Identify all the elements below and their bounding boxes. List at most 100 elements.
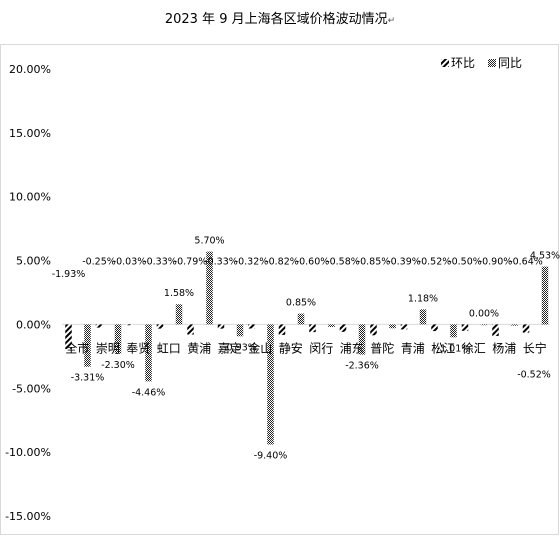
x-category-label: 松江 (431, 341, 455, 355)
data-labels: -1.93% -3.31% -0.25% -2.30% -0.03% -4.46% -0.3… (52, 236, 560, 462)
plot-border (0, 44, 559, 535)
bar-mom (248, 324, 255, 329)
x-category-label: 徐汇 (462, 340, 486, 355)
data-label: -0.85% (357, 256, 391, 267)
x-category-label: 闵行 (309, 340, 333, 355)
bar-mom (278, 324, 286, 335)
data-label: -0.82% (265, 256, 299, 267)
y-axis: 20.00% 15.00% 10.00% 5.00% 0.00% -5.00% -10.00… (5, 63, 550, 523)
bar-mom (339, 324, 347, 332)
data-label: -3.31% (71, 373, 105, 384)
y-tick-label: 5.00% (16, 255, 51, 268)
bar-yoy (84, 324, 91, 367)
y-tick-label: 0.00% (16, 318, 51, 331)
bar-yoy (389, 324, 396, 329)
bar-yoy (358, 324, 366, 355)
bar-yoy (114, 324, 122, 354)
data-label: -4.46% (132, 387, 166, 398)
bar-mom (431, 324, 438, 332)
data-label: -0.60% (296, 256, 330, 267)
y-tick-label: -5.00% (12, 382, 51, 395)
x-category-label: 长宁 (523, 340, 547, 355)
data-label: -0.33% (204, 256, 238, 267)
data-label: -0.39% (387, 256, 421, 267)
data-label: 0.00% (469, 308, 499, 319)
x-category-label: 黄浦 (187, 341, 211, 355)
data-label: 0.85% (286, 298, 316, 309)
bar-yoy (175, 304, 183, 325)
y-tick-label: 10.00% (9, 191, 51, 204)
x-category-label: 崇明 (96, 341, 120, 355)
bar-yoy (328, 324, 335, 327)
x-category-label: 杨浦 (492, 340, 516, 355)
data-label: -2.30% (101, 360, 135, 371)
bar-yoy (450, 324, 457, 338)
bar-mom (126, 324, 133, 326)
bar-mom (65, 324, 72, 350)
bar-yoy (145, 324, 152, 382)
data-label-extra: -0.52% (517, 369, 551, 380)
legend-swatch-yoy (488, 59, 496, 67)
bar-mom (156, 324, 164, 329)
chart-title: 2023 年 9 月上海各区域价格波动情况↵ (0, 8, 560, 27)
data-label: -1.93% (52, 269, 86, 280)
x-category-label: 虹口 (157, 341, 181, 355)
data-label: -0.32% (235, 256, 269, 267)
data-label: -1.01% (437, 343, 471, 354)
bar-mom (217, 324, 225, 329)
y-tick-label: -15.00% (5, 510, 51, 523)
legend-swatch-mom (441, 59, 449, 67)
bar-yoy (236, 324, 244, 337)
y-tick-label: 15.00% (9, 127, 51, 140)
x-category-label: 静安 (279, 340, 303, 355)
bar-mom (187, 324, 194, 335)
bar-yoy (541, 266, 549, 325)
bar-yoy (419, 309, 427, 325)
data-label: -0.50% (448, 256, 482, 267)
data-label: -0.90% (479, 256, 513, 267)
data-label: 1.18% (408, 293, 438, 304)
chart-title-text: 2023 年 9 月上海各区域价格波动情况 (164, 12, 388, 27)
x-category-label: 金山 (248, 340, 272, 355)
bar-mom (95, 324, 103, 328)
legend-label: 环比 (451, 56, 475, 70)
bar-yoy (206, 251, 213, 325)
data-label: -0.03% (113, 256, 147, 267)
bars-group (65, 251, 549, 445)
bar-yoy (511, 324, 518, 326)
bar-mom (522, 324, 530, 333)
x-category-label: 全市 (65, 340, 89, 355)
return-mark-icon: ↵ (387, 16, 396, 26)
bar-yoy (297, 313, 305, 325)
bar-mom (400, 324, 408, 330)
data-label: 4.53% (530, 251, 560, 262)
x-axis-labels: 全市 崇明 奉贤 虹口 黄浦 嘉定 金山 静安 闵行 浦东 普陀 青浦 松江 徐汇 杨浦 长宁 (65, 340, 547, 355)
bar-yoy (267, 324, 274, 445)
data-label: -0.64% (509, 256, 543, 267)
bar-yoy (480, 324, 488, 326)
data-label: 1.58% (164, 288, 194, 299)
bar-mom (461, 324, 469, 331)
x-category-label: 普陀 (370, 340, 394, 355)
data-label: -0.25% (82, 256, 116, 267)
x-category-label: 浦东 (340, 341, 364, 355)
data-label: 5.70% (194, 236, 224, 247)
data-label: -2.36% (345, 361, 379, 372)
data-label: -0.93% (223, 342, 257, 353)
data-label: -0.33% (143, 256, 177, 267)
x-category-label: 青浦 (401, 341, 425, 355)
x-category-label: 嘉定 (218, 340, 242, 355)
bar-mom (309, 324, 316, 333)
y-tick-label: -10.00% (5, 446, 51, 459)
legend-label: 同比 (498, 56, 522, 70)
data-label: -0.58% (326, 256, 360, 267)
data-label: -0.52% (418, 256, 452, 267)
bar-mom (492, 324, 499, 336)
data-label: -0.79% (174, 256, 208, 267)
data-label: -9.40% (254, 450, 288, 461)
bar-mom (370, 324, 377, 336)
x-category-label: 奉贤 (126, 341, 150, 355)
y-tick-label: 20.00% (9, 63, 51, 76)
